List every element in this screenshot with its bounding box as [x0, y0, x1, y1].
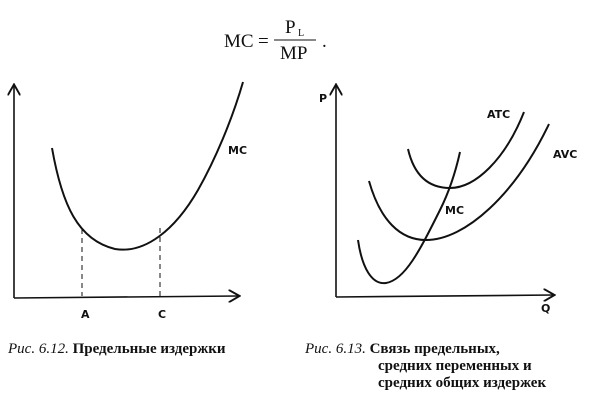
figure-6-13: P Q ATC AVC MC [319, 86, 577, 315]
formula-numerator: P [285, 17, 296, 38]
y-axis-label: P [319, 92, 327, 105]
mc-curve [51, 81, 244, 251]
mc-label: MC [445, 204, 464, 217]
x-axis [335, 295, 553, 297]
avc-curve [368, 123, 550, 242]
formula-numerator-sub: L [298, 28, 304, 39]
x-tick-a: A [81, 308, 90, 321]
formula-equals: = [258, 31, 269, 52]
x-tick-c: C [158, 308, 166, 321]
caption-figure-6-12: Рис. 6.12. Предельные издержки [8, 341, 226, 358]
formula-period: . [322, 31, 327, 52]
avc-label: AVC [553, 148, 577, 161]
caption-text: Предельные издержки [72, 341, 226, 357]
mc-curve [357, 151, 461, 285]
caption-prefix: Рис. 6.12. [8, 341, 69, 357]
formula-denominator: MP [280, 43, 307, 64]
caption-line-3: средних общих издержек [378, 375, 547, 391]
figure-6-12: A C MC [13, 81, 247, 321]
caption-line-1: Связь предельных, [369, 341, 500, 357]
caption-figure-6-13: Рис. 6.13. Связь предельных, [305, 341, 500, 358]
formula: MC = P L MP . [224, 17, 327, 64]
mc-label: MC [228, 144, 247, 157]
atc-curve [407, 111, 525, 190]
x-axis-label: Q [541, 302, 550, 315]
caption-prefix: Рис. 6.13. [305, 341, 366, 357]
formula-lhs: MC [224, 31, 254, 52]
caption-line-2: средних переменных и [378, 358, 532, 374]
atc-label: ATC [487, 108, 510, 121]
x-axis [13, 296, 238, 298]
